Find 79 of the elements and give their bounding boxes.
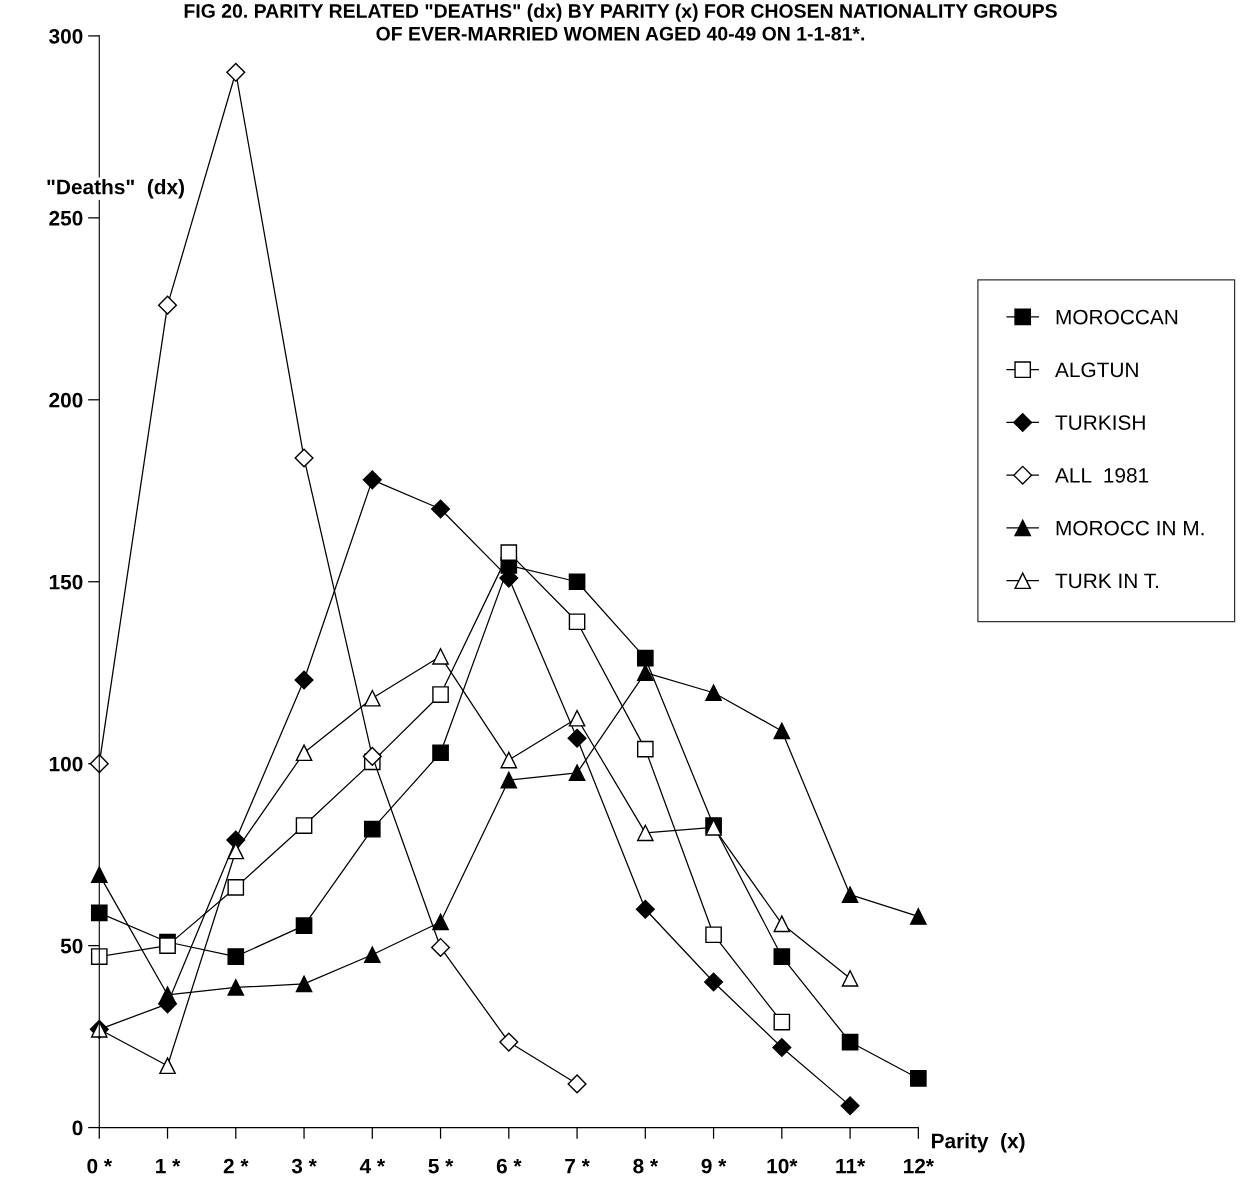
point: [90, 948, 108, 965]
y-tick-label: 0: [72, 1120, 83, 1136]
y-tick-label: 300: [49, 28, 83, 44]
point: [910, 908, 927, 925]
chart-subtitle: OF EVER-MARRIED WOMEN AGED 40-49 ON 1-1-81*.: [376, 26, 865, 41]
point: [773, 1013, 791, 1031]
point: [773, 915, 791, 933]
y-tick-label: 250: [49, 210, 83, 226]
point: [295, 917, 313, 934]
point: [636, 740, 654, 758]
point: [159, 986, 176, 1004]
point: [295, 817, 313, 834]
point: [431, 937, 451, 957]
x-tick-label: 0 *: [87, 1158, 112, 1174]
point: [362, 470, 382, 490]
point: [705, 926, 722, 944]
point: [158, 295, 178, 315]
point: [567, 1074, 587, 1094]
point: [227, 979, 245, 996]
x-tick-label: 8 *: [633, 1158, 659, 1174]
x-tick-label: 12*: [904, 1158, 934, 1174]
y-axis-title: "Deaths" (dx): [47, 179, 184, 199]
x-tick-label: 3 *: [291, 1158, 317, 1174]
point: [159, 937, 176, 954]
point: [90, 866, 108, 884]
x-tick-label: 11*: [836, 1158, 866, 1174]
point: [227, 879, 245, 896]
y-tick-label: 100: [49, 756, 83, 772]
point: [432, 913, 449, 931]
point: [841, 886, 859, 904]
point: [568, 573, 586, 591]
point: [500, 544, 518, 561]
x-tick-label: 9 *: [701, 1158, 727, 1174]
y-tick-label: 200: [49, 392, 83, 408]
point: [568, 764, 586, 782]
point: [636, 664, 654, 682]
legend-label: TURK IN T.: [1055, 573, 1159, 589]
point: [910, 1070, 927, 1087]
point: [90, 904, 108, 922]
chart-title: FIG 20. PARITY RELATED "DEATHS" (dx) BY PARITY (x) FOR CHOSEN NATIONALITY GROUPS: [184, 3, 1057, 22]
point: [635, 899, 655, 919]
point: [499, 1032, 519, 1052]
point: [227, 948, 245, 965]
legend-label: MOROCC IN M.: [1056, 520, 1204, 536]
point: [363, 820, 381, 838]
point: [773, 948, 791, 965]
point: [841, 1033, 859, 1051]
x-tick-label: 7 *: [565, 1158, 590, 1174]
legend-label: ALL 1981: [1055, 467, 1149, 483]
legend-label: TURKISH: [1055, 415, 1145, 430]
x-tick-label: 6 *: [496, 1158, 522, 1174]
point: [636, 649, 654, 667]
point: [568, 613, 586, 631]
point: [363, 946, 381, 964]
y-tick-label: 50: [60, 938, 83, 954]
point: [840, 1096, 860, 1116]
point: [432, 744, 449, 762]
legend-label: ALGTUN: [1055, 362, 1138, 378]
point: [294, 670, 314, 690]
y-tick-label: 150: [49, 574, 83, 590]
point: [294, 448, 314, 468]
legend-label: MOROCCAN: [1056, 309, 1178, 325]
point: [773, 722, 791, 740]
x-tick-label: 1 *: [156, 1158, 181, 1174]
point: [704, 972, 724, 992]
x-tick-label: 2 *: [223, 1158, 249, 1174]
point: [432, 686, 449, 703]
point: [295, 975, 313, 993]
point: [567, 728, 587, 748]
point: [705, 684, 722, 702]
x-tick-label: 4 *: [359, 1158, 386, 1174]
point: [772, 1037, 792, 1058]
point: [500, 771, 518, 789]
point: [431, 499, 451, 519]
x-tick-label: 5 *: [428, 1158, 454, 1174]
point: [226, 62, 246, 82]
point: [362, 746, 382, 766]
x-tick-label: 10*: [767, 1158, 798, 1174]
x-axis-title: Parity (x): [932, 1133, 1025, 1153]
